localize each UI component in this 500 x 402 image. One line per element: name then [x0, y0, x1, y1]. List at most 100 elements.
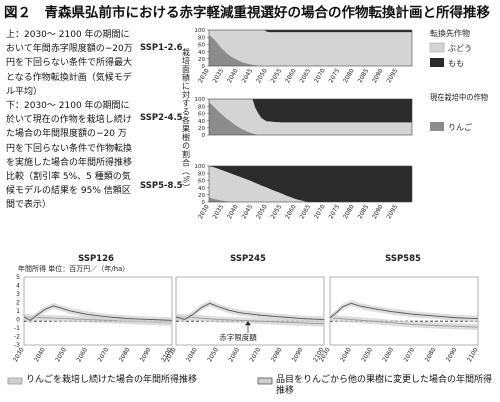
panel-label-SSP1-2.6: SSP1-2.6: [140, 43, 183, 53]
legend-apple-label: りんご: [448, 122, 472, 132]
panel-frame-0: [208, 29, 413, 67]
income-y-tick: 4: [16, 283, 20, 290]
income-x-tick-2: 2080: [424, 346, 438, 363]
y-tick-label-1: 80: [198, 104, 205, 110]
figure-title: 図２ 青森県弘前市における赤字軽減重視選好の場合の作物転換計画と所得推移: [4, 5, 490, 21]
figure-caption: 上：2030～ 2100 年の期間において年間赤字限度額の−20万円を下回らない…: [6, 28, 134, 213]
x-tick-label-2: 2070: [313, 203, 327, 220]
x-tick-label-0: 2060: [284, 67, 298, 84]
y-tick-label-2: 60: [198, 179, 205, 185]
caption-top: 上：2030～ 2100 年の期間において年間赤字限度額の−20万円を下回らない…: [6, 30, 133, 97]
x-tick-label-2: 2040: [226, 203, 240, 220]
income-y-tick: 1: [16, 308, 20, 315]
income-panel-title-SSP126: SSP126: [78, 254, 114, 264]
y-tick-label-1: 40: [198, 119, 205, 125]
y-tick-label-0: 20: [198, 57, 205, 63]
x-tick-label-0: 2045: [241, 67, 255, 84]
deficit-limit-label: 赤字限度額: [219, 332, 257, 342]
x-tick-label-2: 2060: [284, 203, 298, 220]
x-tick-label-0: 2055: [270, 67, 284, 84]
income-x-tick-2: 2040: [339, 346, 353, 363]
x-tick-label-2: 2045: [241, 203, 255, 220]
x-tick-label-2: 2035: [212, 203, 226, 220]
x-tick-label-2: 2030: [197, 203, 211, 220]
income-x-tick-1: 2070: [249, 346, 263, 363]
income-panel-title-SSP585: SSP585: [385, 254, 421, 264]
y-tick-label-1: 20: [198, 126, 205, 132]
income-x-tick-0: 2090: [139, 346, 153, 363]
apple-area-1: [209, 102, 412, 135]
converted-line-0: [23, 305, 173, 321]
legend-peach-swatch: [430, 58, 444, 67]
x-tick-label-2: 2090: [371, 203, 385, 220]
income-x-tick-1: 2060: [227, 346, 241, 363]
x-tick-label-0: 2035: [212, 67, 226, 84]
income-x-tick-0: 2060: [75, 346, 89, 363]
x-tick-label-2: 2095: [386, 203, 400, 220]
y-tick-label-0: 80: [198, 35, 205, 41]
income-x-tick-1: 2040: [185, 346, 199, 363]
panel-label-SSP5-8.5: SSP5-8.5: [140, 181, 183, 191]
legend-current-title: 現在栽培中の作物: [430, 92, 488, 102]
x-tick-label-0: 2095: [386, 67, 400, 84]
income-y-tick: 0: [16, 317, 20, 324]
income-x-tick-0: 2040: [33, 346, 47, 363]
income-y-tick: -1: [14, 325, 20, 332]
x-tick-label-0: 2080: [342, 67, 356, 84]
y-tick-label-1: 60: [198, 112, 205, 118]
income-x-tick-2: 2100: [466, 346, 480, 363]
y-tick-label-0: 100: [195, 28, 206, 34]
x-tick-label-2: 2050: [255, 203, 269, 220]
income-x-tick-2: 2050: [360, 346, 374, 363]
x-tick-label-2: 2055: [270, 203, 284, 220]
legend-convert-title: 転換先作物: [430, 28, 470, 38]
area-y-axis-label: 栽培面積に対する各果樹の割合（%）: [182, 47, 191, 192]
y-tick-label-2: 40: [198, 186, 205, 192]
keep-apple-line-band-2: [330, 314, 478, 331]
x-tick-label-0: 2090: [371, 67, 385, 84]
converted-line-1: [175, 302, 325, 320]
peach-area-0: [209, 30, 412, 33]
y-tick-label-0: 60: [198, 43, 205, 49]
income-x-tick-0: 2080: [118, 346, 132, 363]
grape-area-0: [209, 30, 412, 66]
deficit-limit-arrowhead: [245, 321, 251, 326]
income-x-tick-1: 2080: [270, 346, 284, 363]
x-tick-label-0: 2075: [328, 67, 342, 84]
peach-area-1: [209, 99, 412, 123]
legend-keep-apple-swatch: [7, 377, 23, 385]
income-x-tick-1: 2090: [291, 346, 305, 363]
income-x-tick-0: 2050: [54, 346, 68, 363]
caption-bottom: 下：2030～ 2100 年の期間に於いて現在の作物を栽培し続けた場合の年間限度…: [6, 101, 133, 211]
legend-grape-swatch: [429, 42, 445, 53]
income-y-axis-label: 年間所得 単位：百万円／（年/ha）: [18, 264, 129, 273]
income-x-tick-2: 2090: [445, 346, 459, 363]
panel-frame-1: [208, 98, 413, 136]
y-tick-label-2: 100: [195, 164, 206, 170]
income-y-tick: -2: [14, 334, 20, 341]
income-x-tick-2: 2070: [403, 346, 417, 363]
x-tick-label-0: 2030: [197, 67, 211, 84]
figure-title-bar: 図２ 青森県弘前市における赤字軽減重視選好の場合の作物転換計画と所得推移: [0, 0, 500, 21]
y-tick-label-2: 80: [198, 171, 205, 177]
x-tick-label-2: 2065: [299, 203, 313, 220]
legend-keep-apple: りんごを栽培し続けた場合の年間所得推移: [26, 375, 246, 386]
keep-apple-line-2: [329, 317, 479, 328]
converted-line-2: [329, 302, 479, 320]
x-tick-label-0: 2085: [357, 67, 371, 84]
panel-label-SSP2-4.5: SSP2-4.5: [140, 113, 183, 123]
y-tick-label-0: 40: [198, 50, 205, 56]
y-tick-label-0: 0: [202, 64, 206, 70]
legend-peach-label: もも: [448, 59, 464, 68]
x-tick-label-0: 2070: [313, 67, 327, 84]
income-y-tick: 2: [16, 300, 20, 307]
income-y-tick: 3: [16, 291, 20, 298]
income-frame-0: [23, 276, 173, 346]
legend-converted-swatch: [257, 377, 273, 385]
x-tick-label-2: 2085: [357, 203, 371, 220]
y-tick-label-1: 100: [195, 97, 206, 103]
legend-converted: 品目をりんごから他の果樹に変更した場合の年間所得推移: [276, 375, 496, 397]
legend-grape-label: ぶどう: [448, 44, 472, 53]
panel-frame-2: [208, 165, 413, 203]
x-tick-label-0: 2065: [299, 67, 313, 84]
